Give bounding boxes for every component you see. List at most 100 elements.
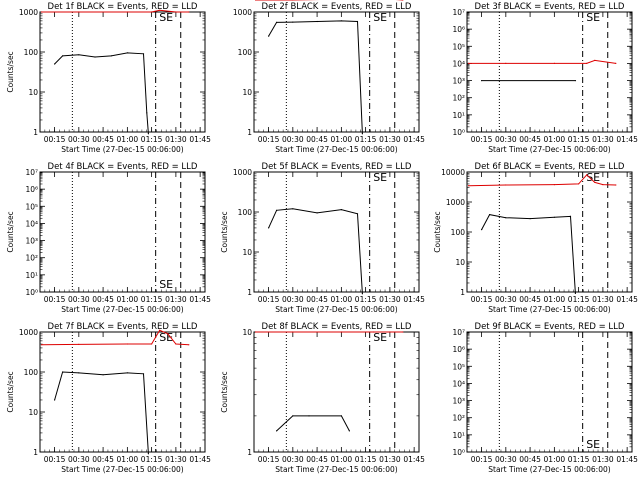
x-tick-label: 00:15 <box>258 295 280 304</box>
data-point-events <box>292 21 294 23</box>
panel-det-1: Det 1f BLACK = Events, RED = LLD Counts/s… <box>6 2 211 154</box>
y-tick-label: 10 <box>242 328 252 337</box>
series-line-events <box>276 415 350 432</box>
data-point-lld <box>586 174 588 176</box>
x-tick-label: 00:45 <box>92 295 114 304</box>
data-point-events <box>481 229 483 231</box>
series-line-events <box>481 214 576 294</box>
y-tick-label: 10⁴ <box>452 59 465 68</box>
data-point-lld <box>615 62 617 64</box>
data-point-events <box>569 215 572 217</box>
x-tick-label: 00:30 <box>68 455 90 464</box>
x-tick-label: 00:45 <box>306 455 328 464</box>
data-point-events <box>553 216 556 218</box>
x-axis-label: Start Time (27-Dec-15 00:06:00) <box>275 465 397 474</box>
x-tick-label: 00:30 <box>495 455 517 464</box>
x-tick-label: 01:15 <box>141 295 163 304</box>
x-tick-label: 01:00 <box>544 295 566 304</box>
data-point-events <box>126 372 128 374</box>
y-axis-label: Counts/sec <box>6 211 15 252</box>
data-point-events <box>276 209 278 211</box>
data-point-lld <box>41 344 43 346</box>
y-tick-label: 10⁰ <box>452 448 465 457</box>
y-tick-label: 1000 <box>446 198 465 207</box>
data-point-events <box>147 453 149 455</box>
x-tick-label: 00:15 <box>44 455 66 464</box>
y-axis-label: Counts/sec <box>433 211 442 252</box>
x-tick-label: 01:45 <box>616 295 638 304</box>
data-point-events <box>78 372 80 374</box>
y-axis-label: Counts/sec <box>6 371 15 412</box>
data-point-events <box>268 35 270 37</box>
y-tick-label: 1 <box>247 128 252 137</box>
data-point-events <box>276 430 278 432</box>
y-tick-label: 10¹ <box>452 111 465 120</box>
y-tick-label: 100 <box>24 48 39 57</box>
x-tick-label: 01:15 <box>141 135 163 144</box>
y-tick-label: 100 <box>451 228 466 237</box>
x-tick-label: 01:30 <box>165 455 187 464</box>
se-marker: SE <box>586 438 600 451</box>
series-line-events <box>268 20 363 134</box>
x-tick-label: 01:00 <box>331 135 353 144</box>
data-point-lld <box>468 62 470 64</box>
x-tick-label: 01:45 <box>616 135 638 144</box>
y-tick-label: 10¹ <box>452 431 465 440</box>
y-tick-label: 10² <box>452 414 465 423</box>
y-tick-label: 10000 <box>441 168 465 177</box>
panel-title: Det 4f BLACK = Events, RED = LLD <box>48 162 198 172</box>
x-tick-label: 01:15 <box>568 135 590 144</box>
y-tick-label: 10⁶ <box>452 25 465 34</box>
y-tick-label: 10³ <box>25 237 38 246</box>
y-tick-label: 10 <box>455 258 465 267</box>
x-tick-label: 01:30 <box>592 295 614 304</box>
data-point-events <box>292 208 294 210</box>
data-point-events <box>340 209 342 211</box>
y-tick-label: 10⁵ <box>25 202 38 211</box>
data-point-lld <box>188 11 190 13</box>
x-tick-label: 01:30 <box>379 135 401 144</box>
data-point-lld <box>41 11 43 13</box>
data-point-lld <box>167 333 169 335</box>
data-point-lld <box>255 0 257 1</box>
y-tick-label: 1 <box>33 128 38 137</box>
data-point-events <box>147 133 149 135</box>
x-tick-label: 00:15 <box>44 295 66 304</box>
panel-det-3: Det 3f BLACK = Events, RED = LLD Start Ti… <box>452 2 638 154</box>
data-point-events <box>110 55 112 57</box>
series-line-lld <box>468 174 616 187</box>
x-axis-label: Start Time (27-Dec-15 00:06:00) <box>488 305 610 314</box>
data-point-events <box>146 112 148 114</box>
x-tick-label: 01:45 <box>403 135 425 144</box>
data-point-events <box>361 293 363 295</box>
panel-det-2: Det 2f BLACK = Events, RED = LLD Start Ti… <box>233 0 425 154</box>
x-tick-label: 00:15 <box>258 455 280 464</box>
x-tick-label: 00:45 <box>519 295 541 304</box>
data-point-events <box>62 55 64 57</box>
x-tick-label: 01:45 <box>189 295 211 304</box>
x-tick-label: 01:15 <box>355 135 377 144</box>
data-point-lld <box>594 59 596 62</box>
x-tick-label: 01:00 <box>544 455 566 464</box>
data-point-lld <box>402 331 404 333</box>
x-tick-label: 00:45 <box>92 455 114 464</box>
data-point-events <box>356 20 359 23</box>
data-point-lld <box>553 62 556 64</box>
y-tick-label: 10⁰ <box>452 128 465 137</box>
y-tick-label: 10⁵ <box>452 42 465 51</box>
data-point-lld <box>586 62 588 64</box>
se-marker: SE <box>159 11 173 24</box>
se-marker: SE <box>159 278 173 291</box>
se-marker: SE <box>159 331 173 344</box>
y-tick-label: 10 <box>28 408 38 417</box>
data-point-lld <box>151 11 153 13</box>
y-tick-label: 10² <box>25 254 38 263</box>
panel-det-8: Det 8f BLACK = Events, RED = LLD Counts/s… <box>220 322 425 474</box>
x-tick-label: 01:00 <box>117 295 139 304</box>
data-point-events <box>356 213 359 215</box>
data-point-events <box>78 54 80 56</box>
x-tick-label: 00:30 <box>282 295 304 304</box>
x-tick-label: 01:45 <box>189 135 211 144</box>
data-point-lld <box>159 329 161 331</box>
